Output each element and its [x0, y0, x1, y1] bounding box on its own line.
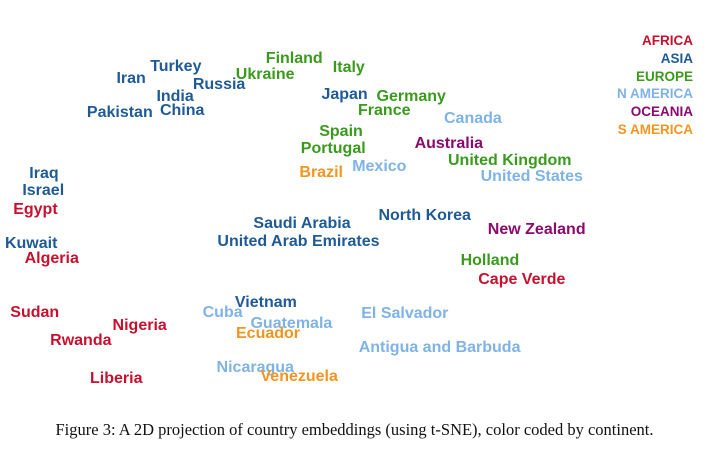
point-label-china: China	[159, 101, 205, 119]
legend-entry-oceania: OCEANIA	[630, 104, 693, 120]
point-label-italy: Italy	[332, 58, 365, 76]
point-label-portugal: Portugal	[300, 140, 366, 158]
point-label-new-zealand: New Zealand	[487, 221, 586, 239]
point-label-united-states: United States	[480, 168, 583, 186]
legend-entry-s-america: S AMERICA	[617, 121, 693, 137]
point-label-canada: Canada	[443, 110, 502, 128]
point-label-liberia: Liberia	[90, 370, 143, 388]
point-label-guatemala: Guatemala	[250, 314, 333, 332]
point-label-antigua-and-barbuda: Antigua and Barbuda	[358, 339, 521, 357]
point-label-finland: Finland	[265, 49, 323, 67]
point-label-egypt: Egypt	[13, 201, 58, 219]
point-label-japan: Japan	[321, 85, 368, 103]
point-label-russia: Russia	[192, 76, 246, 94]
point-label-sudan: Sudan	[10, 303, 60, 321]
point-label-iraq: Iraq	[29, 164, 59, 182]
legend-entry-africa: AFRICA	[642, 33, 693, 48]
continent-legend: AFRICA ASIA EUROPE N AMERICA OCEANIA S AMERIC…	[617, 32, 693, 139]
point-label-brazil: Brazil	[299, 163, 343, 181]
point-label-australia: Australia	[414, 134, 484, 152]
point-label-nicaragua: Nicaragua	[216, 359, 294, 377]
figure-caption: Figure 3: A 2D projection of country emb…	[55, 420, 654, 439]
legend-entry-asia: ASIA	[660, 50, 693, 66]
legend-entry-n-america: N AMERICA	[617, 86, 693, 102]
legend-entry-europe: EUROPE	[635, 68, 693, 84]
point-label-pakistan: Pakistan	[86, 103, 153, 121]
tsne-scatter-plot: Turkey Iran Finland Italy Ukraine Russia India…	[4, 49, 586, 388]
point-label-vietnam: Vietnam	[234, 294, 297, 312]
point-label-spain: Spain	[319, 123, 363, 141]
point-label-ukraine: Ukraine	[235, 66, 295, 84]
point-label-algeria: Algeria	[24, 250, 79, 268]
point-label-united-arab-emirates: United Arab Emirates	[217, 233, 380, 251]
point-label-cape-verde: Cape Verde	[478, 270, 566, 288]
point-label-ecuador: Ecuador	[235, 325, 301, 343]
point-label-turkey: Turkey	[150, 57, 202, 75]
point-label-iran: Iran	[116, 69, 146, 87]
point-label-nigeria: Nigeria	[112, 316, 167, 334]
point-label-kuwait: Kuwait	[4, 235, 58, 253]
point-label-holland: Holland	[460, 252, 520, 269]
point-label-north-korea: North Korea	[378, 206, 471, 224]
point-label-el-salvador: El Salvador	[361, 304, 449, 322]
point-label-france: France	[358, 101, 411, 119]
point-label-united-kingdom: United Kingdom	[447, 151, 572, 169]
point-label-germany: Germany	[376, 87, 446, 105]
point-label-mexico: Mexico	[352, 158, 407, 176]
point-label-india: India	[156, 87, 194, 105]
point-label-rwanda: Rwanda	[50, 331, 112, 349]
point-label-venezuela: Venezuela	[260, 368, 338, 386]
point-label-israel: Israel	[22, 181, 65, 199]
point-label-cuba: Cuba	[202, 303, 243, 321]
point-label-saudi-arabia: Saudi Arabia	[253, 215, 351, 233]
